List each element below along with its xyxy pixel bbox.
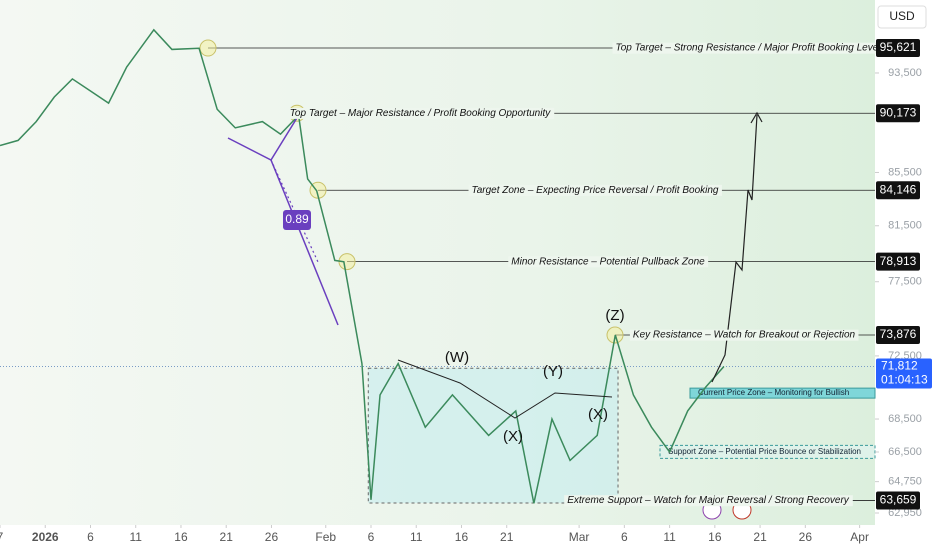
range-box	[367, 367, 619, 504]
x-tick-label: 21	[220, 530, 234, 544]
wave-label: (X)	[503, 428, 523, 445]
level-value-box	[876, 491, 920, 510]
fib-box	[283, 210, 311, 230]
time-axis	[0, 525, 875, 550]
level-value: 63,659	[880, 493, 917, 507]
x-tick-label: Apr	[850, 530, 869, 544]
level-value: 84,146	[880, 182, 917, 196]
level-label: Key Resistance – Watch for Breakout or R…	[633, 330, 856, 341]
fib-ratio: 0.89	[285, 212, 309, 226]
x-tick-label: 6	[621, 530, 628, 544]
currency: USD	[889, 9, 915, 23]
level-value-box	[876, 39, 920, 58]
price-line	[0, 28, 725, 504]
price-axis	[875, 0, 932, 550]
arrow-head	[750, 111, 763, 124]
x-tick-label: 16	[455, 530, 469, 544]
x-tick-label: 2026	[32, 530, 59, 544]
y-tick-label: 85,500	[888, 166, 922, 178]
wave-label: (Z)	[605, 307, 624, 324]
level-label-bg	[468, 184, 722, 196]
level-value-box	[876, 252, 920, 271]
zone-label: Support Zone – Potential Price Bounce or…	[668, 447, 861, 456]
x-tick-label: 11	[410, 530, 423, 544]
y-tick-label: 68,500	[888, 413, 922, 425]
x-tick-label: 21	[753, 530, 767, 544]
y-tick-label: 93,500	[888, 67, 922, 79]
zone-label: Current Price Zone – Monitoring for Bull…	[698, 388, 849, 397]
x-tick-label: 7	[0, 530, 4, 544]
projection-arrow	[711, 114, 758, 383]
y-tick-label: 77,500	[888, 276, 922, 288]
x-tick-label: 11	[129, 530, 142, 544]
x-tick-label: 11	[663, 530, 676, 544]
y-tick-label: 62,950	[888, 507, 922, 519]
level-value: 90,173	[880, 105, 917, 119]
x-tick-label: 16	[708, 530, 722, 544]
x-tick-label: 26	[265, 530, 279, 544]
y-tick-label: 64,750	[888, 476, 922, 488]
level-value: 73,876	[880, 327, 917, 341]
level-value: 78,913	[880, 254, 917, 268]
x-tick-label: 26	[799, 530, 813, 544]
level-label-bg	[286, 107, 555, 119]
wave-label: (X)	[588, 406, 608, 423]
level-value-box	[876, 325, 920, 344]
x-tick-label: Mar	[569, 530, 590, 544]
wave-label: (W)	[445, 349, 469, 366]
level-value-box	[876, 181, 920, 200]
y-tick-label: 81,500	[888, 220, 922, 232]
x-tick-label: 16	[174, 530, 188, 544]
level-label: Top Target – Major Resistance / Profit B…	[290, 108, 552, 119]
level-marker	[199, 39, 217, 57]
current-price-box	[876, 358, 932, 389]
currency-button[interactable]	[877, 5, 927, 29]
x-tick-label: 21	[500, 530, 514, 544]
level-value-box	[876, 104, 920, 123]
current-price: 71,812	[881, 359, 918, 373]
wave-label: (Y)	[543, 363, 563, 380]
countdown: 01:04:13	[881, 373, 928, 387]
level-label-bg	[612, 42, 885, 54]
zone	[689, 387, 876, 399]
y-tick-label: 66,500	[888, 446, 922, 458]
level-label: Extreme Support – Watch for Major Revers…	[567, 495, 850, 506]
x-tick-label: 6	[87, 530, 94, 544]
level-value: 95,621	[880, 40, 917, 54]
level-label-bg	[564, 495, 853, 507]
x-tick-label: Feb	[315, 530, 336, 544]
level-label-bg	[629, 329, 859, 341]
fib-line	[270, 159, 339, 326]
level-label: Target Zone – Expecting Price Reversal /…	[472, 185, 719, 196]
level-label-bg	[508, 256, 709, 268]
level-label: Minor Resistance – Potential Pullback Zo…	[511, 256, 705, 267]
wave-line	[397, 359, 613, 419]
x-tick-label: 6	[368, 530, 375, 544]
level-label: Top Target – Strong Resistance / Major P…	[616, 43, 882, 54]
